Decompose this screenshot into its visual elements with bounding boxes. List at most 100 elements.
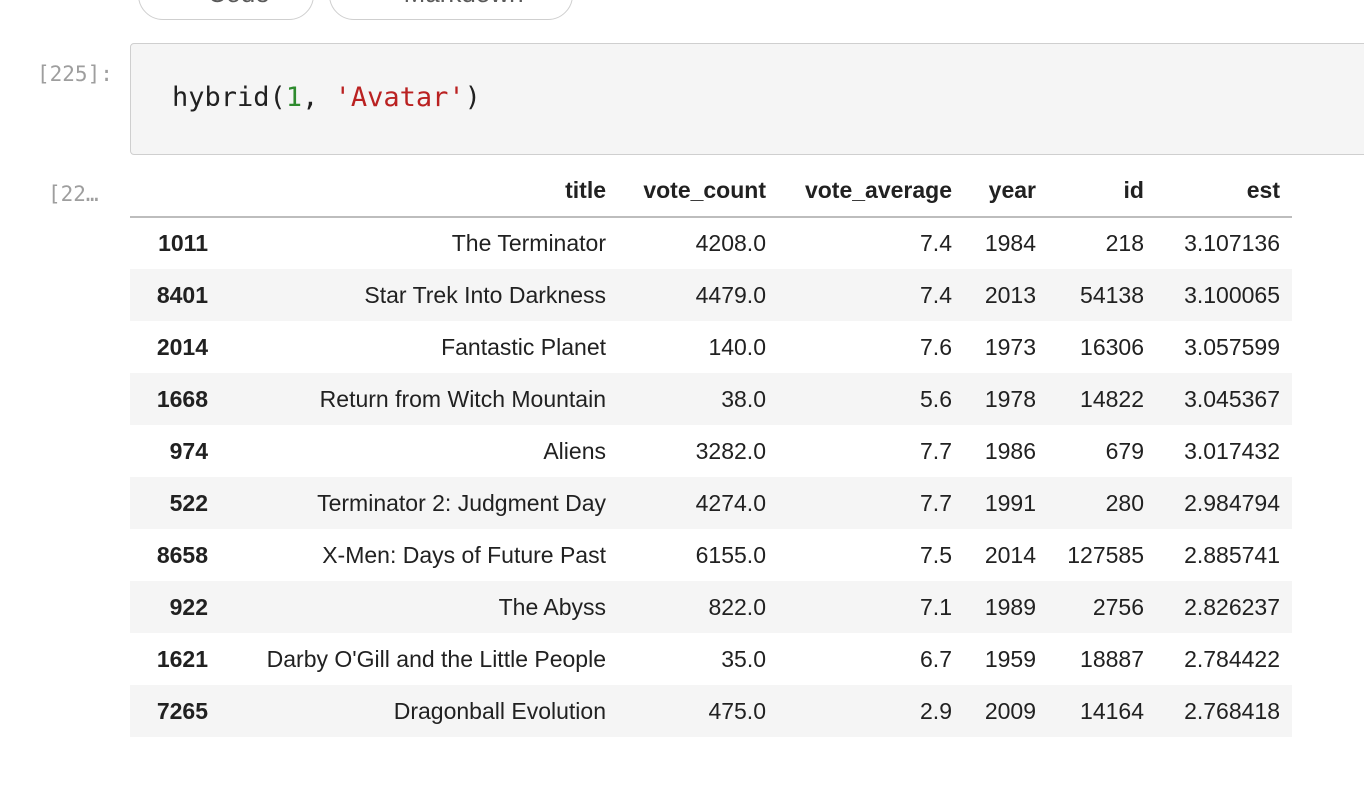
cell-vote-average: 2.9 <box>920 697 952 724</box>
cell-vote-average: 7.4 <box>920 281 952 308</box>
table-row: 922 The Abyss 822.0 7.1 1989 2756 2.8262… <box>130 581 1292 633</box>
cell-vote-average: 7.7 <box>920 437 952 464</box>
code-number-arg: 1 <box>285 82 303 113</box>
cell-title: Star Trek Into Darkness <box>364 281 606 308</box>
cell-year: 2013 <box>984 281 1036 308</box>
table-row: 522 Terminator 2: Judgment Day 4274.0 7.… <box>130 477 1292 529</box>
cell-id: 18887 <box>1080 645 1144 672</box>
table-row: 1621 Darby O'Gill and the Little People … <box>130 633 1292 685</box>
cell-est: 3.045367 <box>1184 385 1280 412</box>
table-row: 2014 Fantastic Planet 140.0 7.6 1973 163… <box>130 321 1292 373</box>
cell-id: 14164 <box>1080 697 1144 724</box>
cell-title: Fantastic Planet <box>441 333 606 360</box>
row-index: 7265 <box>156 697 208 724</box>
column-header-title: title <box>220 165 618 218</box>
cell-est: 2.784422 <box>1184 645 1280 672</box>
cell-vote-count: 475.0 <box>708 697 766 724</box>
cell-title: The Terminator <box>451 230 606 256</box>
table-row: 1011 The Terminator 4208.0 7.4 1984 218 … <box>130 217 1292 269</box>
cell-vote-count: 38.0 <box>721 385 766 412</box>
column-header-est: est <box>1156 165 1292 218</box>
cell-est: 2.826237 <box>1184 593 1280 620</box>
cell-year: 1973 <box>984 333 1036 360</box>
cell-id: 54138 <box>1080 281 1144 308</box>
input-prompt: [225]: <box>37 62 113 86</box>
cell-id: 16306 <box>1080 333 1144 360</box>
cell-vote-average: 7.7 <box>920 489 952 516</box>
cell-id: 127585 <box>1067 541 1144 568</box>
add-markdown-label: Markdown <box>404 0 524 9</box>
cell-vote-count: 4479.0 <box>695 281 766 308</box>
table-row: 7265 Dragonball Evolution 475.0 2.9 2009… <box>130 685 1292 737</box>
dataframe-output: title vote_count vote_average year id es… <box>130 165 1292 737</box>
row-index: 8658 <box>156 541 208 568</box>
cell-vote-count: 822.0 <box>708 593 766 620</box>
cell-id: 218 <box>1105 230 1144 256</box>
table-header-row: title vote_count vote_average year id es… <box>130 165 1292 218</box>
cell-year: 2014 <box>984 541 1036 568</box>
column-header-id: id <box>1048 165 1156 218</box>
cell-vote-average: 6.7 <box>920 645 952 672</box>
row-index: 922 <box>169 593 208 620</box>
cell-title: Terminator 2: Judgment Day <box>317 489 606 516</box>
cell-vote-average: 7.6 <box>920 333 952 360</box>
cell-year: 1991 <box>984 489 1036 516</box>
cell-vote-count: 4208.0 <box>695 230 766 256</box>
output-prompt: [22… <box>48 182 99 206</box>
cell-title: X-Men: Days of Future Past <box>322 541 606 568</box>
cell-est: 3.057599 <box>1184 333 1280 360</box>
add-code-cell-button[interactable]: + Code <box>138 0 314 20</box>
column-header-index <box>130 165 220 218</box>
row-index: 522 <box>169 489 208 516</box>
cell-vote-average: 7.4 <box>920 230 952 256</box>
cell-est: 2.885741 <box>1184 541 1280 568</box>
cell-id: 280 <box>1105 489 1144 516</box>
row-index: 1621 <box>156 645 208 672</box>
cell-est: 3.107136 <box>1184 230 1280 256</box>
add-markdown-cell-button[interactable]: + Markdown <box>329 0 573 20</box>
cell-vote-count: 6155.0 <box>695 541 766 568</box>
cell-id: 2756 <box>1092 593 1144 620</box>
cell-year: 1959 <box>984 645 1036 672</box>
column-header-vote-count: vote_count <box>618 165 778 218</box>
row-index: 974 <box>169 437 208 464</box>
table-row: 1668 Return from Witch Mountain 38.0 5.6… <box>130 373 1292 425</box>
cell-id: 14822 <box>1080 385 1144 412</box>
cell-vote-average: 7.5 <box>920 541 952 568</box>
plus-icon: + <box>378 0 393 9</box>
code-line[interactable]: hybrid(1, 'Avatar') <box>172 82 481 113</box>
row-index: 2014 <box>156 333 208 360</box>
code-cell-editor[interactable]: hybrid(1, 'Avatar') <box>130 43 1364 155</box>
code-string-arg: 'Avatar' <box>334 82 465 113</box>
cell-title: The Abyss <box>498 593 606 620</box>
add-code-label: Code <box>208 0 270 9</box>
column-header-vote-average: vote_average <box>778 165 964 218</box>
row-index: 1011 <box>158 230 208 256</box>
row-index: 8401 <box>156 281 208 308</box>
table-row: 8658 X-Men: Days of Future Past 6155.0 7… <box>130 529 1292 581</box>
cell-vote-average: 7.1 <box>920 593 952 620</box>
cell-est: 3.100065 <box>1184 281 1280 308</box>
code-func: hybrid( <box>172 82 286 113</box>
cell-year: 1984 <box>984 230 1036 256</box>
row-index: 1668 <box>156 385 208 412</box>
cell-est: 3.017432 <box>1184 437 1280 464</box>
cell-year: 1986 <box>984 437 1036 464</box>
cell-est: 2.768418 <box>1184 697 1280 724</box>
table-row: 974 Aliens 3282.0 7.7 1986 679 3.017432 <box>130 425 1292 477</box>
cell-est: 2.984794 <box>1184 489 1280 516</box>
cell-year: 1989 <box>984 593 1036 620</box>
cell-title: Dragonball Evolution <box>393 697 606 724</box>
cell-vote-count: 140.0 <box>708 333 766 360</box>
code-close-paren: ) <box>464 82 481 113</box>
cell-title: Darby O'Gill and the Little People <box>266 645 606 672</box>
cell-title: Aliens <box>543 437 606 464</box>
cell-vote-count: 35.0 <box>721 645 766 672</box>
table-row: 8401 Star Trek Into Darkness 4479.0 7.4 … <box>130 269 1292 321</box>
cell-title: Return from Witch Mountain <box>319 385 606 412</box>
cell-vote-count: 3282.0 <box>695 437 766 464</box>
cell-vote-count: 4274.0 <box>695 489 766 516</box>
cell-year: 2009 <box>984 697 1036 724</box>
column-header-year: year <box>964 165 1048 218</box>
